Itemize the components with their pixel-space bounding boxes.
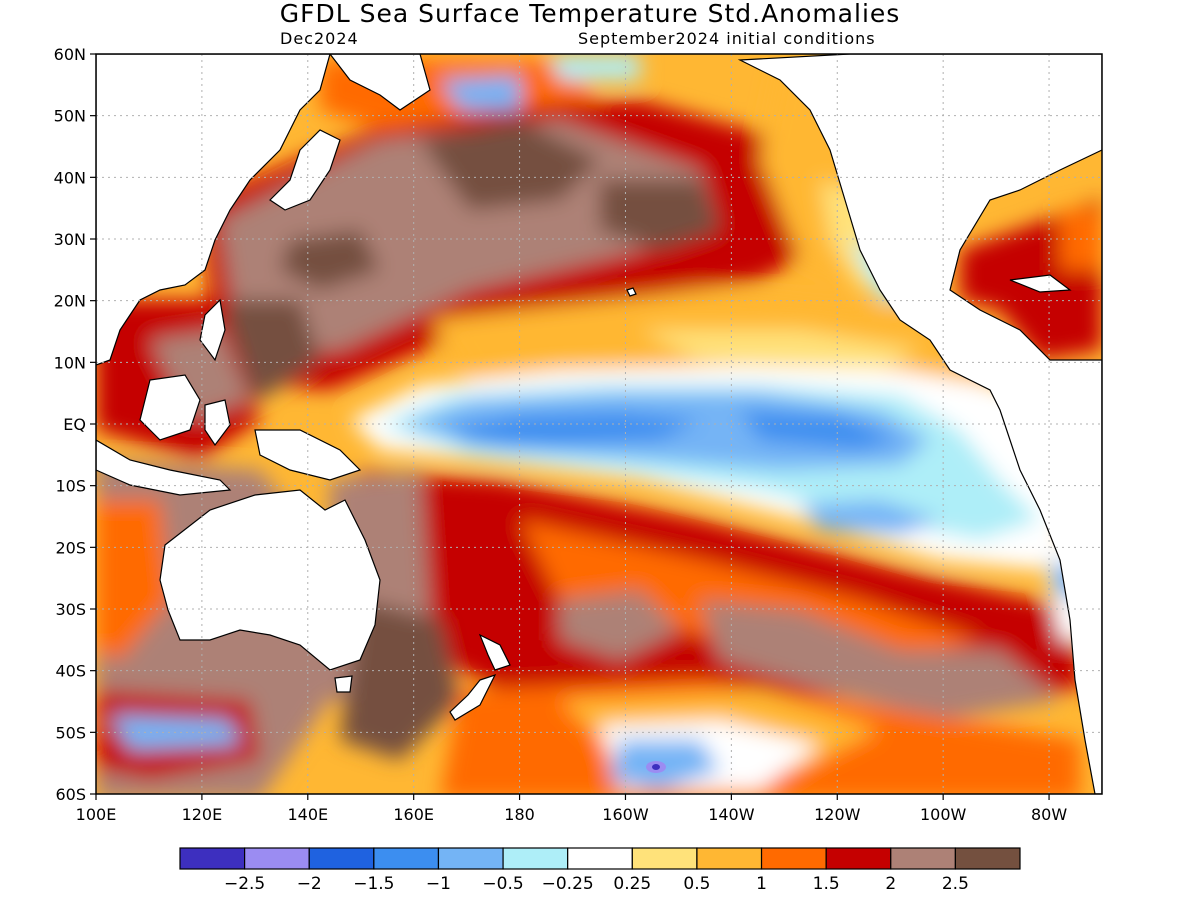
- java-sumatra: [96, 439, 232, 496]
- colorbar-label: −2.5: [224, 874, 265, 894]
- new-zealand-south-island: [449, 673, 497, 721]
- asia-mainland: [96, 54, 331, 366]
- gulf-of-alaska-slight-cool: [550, 55, 640, 80]
- colorbar-swatch: [760, 847, 827, 870]
- colorbar-swatch: [437, 847, 504, 870]
- colorbar-label: −2: [297, 874, 322, 894]
- colorbar-label: 2.5: [942, 874, 969, 894]
- lat-tick-label: 40S: [55, 662, 86, 681]
- lat-tick-label: 10S: [55, 477, 86, 496]
- south-pacific-warm-band: [520, 520, 980, 660]
- valid-month-label: Dec2024: [280, 29, 359, 48]
- western-atlantic-warm: [1060, 210, 1102, 270]
- map-title: GFDL Sea Surface Temperature Std.Anomali…: [280, 0, 901, 28]
- southeast-pacific-cool-patch: [800, 500, 940, 535]
- hawaii: [626, 287, 637, 297]
- colorbar-swatch: [567, 847, 633, 870]
- colorbar-label: −1: [426, 874, 451, 894]
- lon-tick-label: 140W: [708, 805, 755, 824]
- longitude-axis: 100E 120E 140E 160E 180 160W 140W 120W 100W 80W: [76, 794, 1067, 824]
- australia: [159, 489, 381, 671]
- new-guinea: [254, 429, 362, 481]
- colorbar-swatch: [696, 847, 763, 870]
- colorbar-swatch: [179, 847, 246, 870]
- japan: [269, 129, 341, 211]
- lon-tick-label: 180: [504, 805, 535, 824]
- north-pacific-extreme-warm-2: [280, 230, 380, 290]
- colorbar-label: 0.25: [613, 874, 651, 894]
- bering-sea-cool-patch: [440, 75, 520, 110]
- colorbar-swatch: [825, 847, 892, 870]
- south-central-very-warm: [560, 590, 680, 660]
- new-zealand-north-island: [478, 633, 511, 671]
- cuba: [1009, 274, 1072, 293]
- colorbar-label: 1: [756, 874, 767, 894]
- lon-tick-label: 80W: [1031, 805, 1067, 824]
- philippines: [199, 298, 226, 362]
- west-australian-warm: [96, 500, 170, 660]
- colorbar-swatch: [954, 847, 1021, 870]
- colorbar: −2.5 −2 −1.5 −1 −0.5 −0.25 0.25 0.5 1 1.5 2 2.5: [179, 847, 1021, 894]
- lat-tick-label: EQ: [63, 415, 86, 434]
- lon-tick-label: 100W: [920, 805, 967, 824]
- lon-tick-label: 120W: [814, 805, 861, 824]
- land-masses: [96, 54, 1102, 794]
- colorbar-swatch: [890, 847, 956, 870]
- colorbar-swatch: [502, 847, 569, 870]
- lon-tick-label: 140E: [287, 805, 328, 824]
- lat-tick-label: 20N: [54, 292, 86, 311]
- colorbar-label: −0.5: [482, 874, 523, 894]
- lon-tick-label: 100E: [76, 805, 117, 824]
- tasmania: [334, 675, 353, 693]
- colorbar-label: 2: [885, 874, 896, 894]
- colorbar-label: −1.5: [353, 874, 394, 894]
- lon-tick-label: 160W: [602, 805, 649, 824]
- lat-tick-label: 10N: [54, 353, 86, 372]
- central-pacific-extreme-warm: [600, 180, 720, 250]
- equatorial-strong-cool-1: [440, 412, 700, 445]
- maritime-continent-very-warm: [150, 330, 250, 420]
- lat-tick-label: 20S: [55, 538, 86, 557]
- southeast-pacific-very-warm: [700, 600, 1060, 720]
- latitude-axis: 60N 50N 40N 30N 20N 10N EQ 10S 20S 30S 40S 50S 60S: [54, 45, 96, 804]
- lon-tick-label: 160E: [393, 805, 434, 824]
- southern-ocean-deepest-cool-spot: [652, 764, 660, 770]
- initial-conditions-label: September2024 initial conditions: [578, 29, 876, 48]
- tasman-sea-extreme-warm: [340, 600, 460, 760]
- lat-tick-label: 60S: [55, 785, 86, 804]
- colorbar-swatch: [308, 847, 375, 870]
- lat-tick-label: 50S: [55, 723, 86, 742]
- kamchatka: [329, 54, 431, 111]
- lat-tick-label: 30N: [54, 230, 86, 249]
- lat-tick-label: 30S: [55, 600, 86, 619]
- equatorial-strong-cool-2: [740, 410, 900, 450]
- north-subtropical-slight-warm: [640, 330, 920, 370]
- anomaly-field: [96, 54, 1102, 794]
- colorbar-label: 1.5: [813, 874, 840, 894]
- colorbar-label: −0.25: [542, 874, 594, 894]
- lat-tick-label: 60N: [54, 45, 86, 64]
- colorbar-label: 0.5: [683, 874, 710, 894]
- sulawesi: [204, 399, 231, 447]
- lat-tick-label: 50N: [54, 107, 86, 126]
- lat-tick-label: 40N: [54, 168, 86, 187]
- borneo: [139, 374, 201, 441]
- americas: [737, 54, 1102, 794]
- lon-tick-label: 120E: [182, 805, 223, 824]
- north-pacific-extreme-warm-1: [420, 120, 600, 210]
- colorbar-swatch: [631, 847, 698, 870]
- colorbar-swatch: [373, 847, 440, 870]
- colorbar-swatch: [244, 847, 310, 870]
